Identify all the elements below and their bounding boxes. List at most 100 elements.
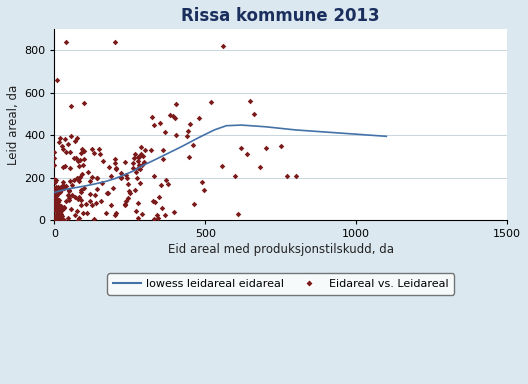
Point — [137, 211, 146, 217]
Point — [67, 206, 75, 212]
Point — [60, 185, 69, 192]
Point — [126, 190, 134, 196]
Point — [95, 146, 103, 152]
Point — [93, 175, 101, 181]
Point — [65, 197, 73, 203]
Point — [50, 185, 59, 191]
Point — [50, 216, 59, 222]
Point — [74, 217, 82, 223]
Point — [189, 142, 197, 148]
Point — [58, 185, 67, 191]
Point — [50, 213, 59, 219]
Point — [51, 216, 59, 222]
Point — [243, 151, 252, 157]
Point — [52, 217, 60, 223]
Point — [105, 164, 113, 170]
Point — [51, 216, 60, 222]
Point — [107, 202, 116, 208]
Point — [112, 166, 121, 172]
Point — [51, 216, 59, 222]
Point — [50, 217, 59, 223]
Point — [51, 216, 60, 222]
Point — [70, 212, 79, 218]
Point — [50, 207, 59, 213]
Point — [54, 184, 62, 190]
Point — [55, 214, 64, 220]
Point — [52, 187, 61, 193]
Point — [75, 179, 83, 185]
Point — [50, 217, 59, 223]
Point — [50, 217, 59, 223]
Point — [51, 217, 60, 223]
Point — [121, 198, 130, 204]
Point — [50, 200, 59, 206]
Point — [72, 155, 80, 161]
Point — [250, 111, 259, 117]
Point — [52, 217, 60, 223]
Point — [138, 162, 147, 168]
Point — [51, 216, 59, 222]
Point — [51, 216, 60, 222]
Point — [50, 189, 59, 195]
Point — [237, 145, 246, 151]
Point — [51, 217, 60, 223]
Point — [56, 215, 64, 221]
Point — [148, 198, 157, 204]
Point — [169, 113, 177, 119]
Point — [107, 173, 116, 179]
Point — [56, 187, 65, 193]
Point — [55, 187, 63, 193]
Point — [52, 215, 61, 221]
Point — [56, 211, 65, 217]
Point — [51, 216, 59, 222]
Point — [52, 205, 60, 211]
Point — [77, 197, 86, 203]
Point — [121, 202, 130, 208]
Point — [155, 194, 164, 200]
Point — [131, 187, 140, 193]
Point — [67, 133, 75, 139]
Point — [50, 217, 59, 223]
Point — [134, 200, 143, 206]
Point — [65, 149, 74, 155]
Point — [88, 202, 96, 208]
Point — [76, 157, 84, 163]
Point — [50, 187, 59, 194]
Point — [104, 190, 112, 196]
Point — [153, 212, 162, 218]
Point — [50, 216, 59, 222]
Point — [197, 179, 206, 185]
Point — [72, 208, 81, 214]
Point — [51, 217, 59, 223]
Point — [83, 169, 92, 175]
Point — [164, 180, 172, 187]
Point — [75, 175, 83, 181]
Point — [50, 201, 59, 207]
Point — [53, 192, 61, 198]
Title: Rissa kommune 2013: Rissa kommune 2013 — [181, 7, 380, 25]
Point — [50, 217, 59, 223]
Point — [50, 202, 59, 208]
Point — [129, 155, 138, 161]
Point — [200, 187, 208, 194]
Point — [122, 175, 131, 181]
Point — [51, 217, 59, 223]
Point — [50, 216, 59, 222]
Point — [147, 147, 155, 153]
Point — [50, 216, 59, 222]
Point — [98, 157, 107, 164]
Point — [50, 217, 59, 223]
Point — [53, 213, 62, 219]
Point — [56, 204, 65, 210]
Point — [51, 195, 59, 201]
Point — [92, 200, 100, 207]
Point — [54, 187, 63, 193]
Point — [61, 149, 70, 155]
Point — [51, 217, 59, 223]
Point — [50, 192, 59, 198]
Point — [50, 149, 59, 155]
Point — [54, 210, 63, 216]
Point — [63, 141, 72, 147]
Point — [50, 177, 59, 184]
Point — [128, 165, 137, 171]
